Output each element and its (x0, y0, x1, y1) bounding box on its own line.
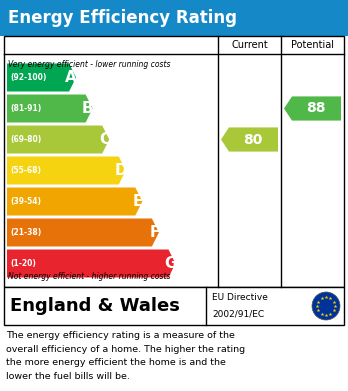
Text: overall efficiency of a home. The higher the rating: overall efficiency of a home. The higher… (6, 344, 245, 353)
Text: 80: 80 (243, 133, 262, 147)
Text: (21-38): (21-38) (10, 228, 41, 237)
Polygon shape (7, 63, 76, 91)
Text: (1-20): (1-20) (10, 259, 36, 268)
Text: lower the fuel bills will be.: lower the fuel bills will be. (6, 372, 130, 381)
Polygon shape (7, 188, 142, 215)
Text: A: A (65, 70, 77, 85)
Text: C: C (99, 132, 110, 147)
Text: EU Directive: EU Directive (212, 293, 268, 302)
Text: (69-80): (69-80) (10, 135, 41, 144)
Text: England & Wales: England & Wales (10, 297, 180, 315)
Text: Current: Current (231, 40, 268, 50)
Polygon shape (284, 97, 341, 120)
Circle shape (312, 292, 340, 320)
Text: E: E (133, 194, 143, 209)
Text: (81-91): (81-91) (10, 104, 41, 113)
Bar (4, 287, 344, 325)
Polygon shape (7, 249, 175, 278)
Polygon shape (7, 95, 93, 122)
Polygon shape (7, 126, 109, 154)
Text: G: G (164, 256, 176, 271)
Polygon shape (7, 156, 126, 185)
Bar (4, 36, 344, 287)
Text: the more energy efficient the home is and the: the more energy efficient the home is an… (6, 358, 226, 367)
Text: Potential: Potential (291, 40, 334, 50)
Text: Energy Efficiency Rating: Energy Efficiency Rating (8, 9, 237, 27)
Text: The energy efficiency rating is a measure of the: The energy efficiency rating is a measur… (6, 331, 235, 340)
Text: Very energy efficient - lower running costs: Very energy efficient - lower running co… (8, 60, 171, 69)
Polygon shape (221, 127, 278, 152)
Text: (92-100): (92-100) (10, 73, 46, 82)
Text: 88: 88 (306, 102, 325, 115)
Text: (39-54): (39-54) (10, 197, 41, 206)
Polygon shape (7, 219, 159, 246)
Text: (55-68): (55-68) (10, 166, 41, 175)
Text: Not energy efficient - higher running costs: Not energy efficient - higher running co… (8, 272, 171, 281)
Bar (0, 0, 348, 36)
Text: D: D (114, 163, 127, 178)
Text: 2002/91/EC: 2002/91/EC (212, 309, 264, 318)
Text: B: B (82, 101, 94, 116)
Text: F: F (150, 225, 160, 240)
